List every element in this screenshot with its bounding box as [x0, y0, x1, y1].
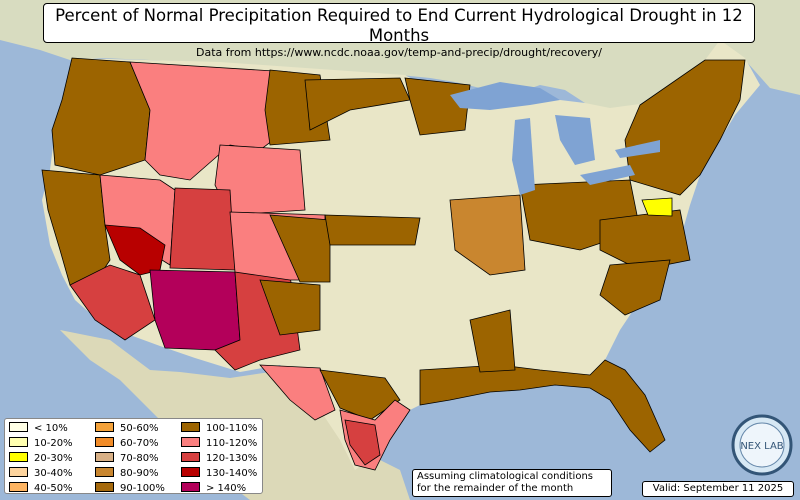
legend-item: 10-20% [9, 437, 73, 450]
legend-item: < 10% [9, 422, 68, 435]
legend-label: 30-40% [34, 468, 73, 479]
legend-label: 80-90% [120, 468, 159, 479]
legend-swatch [9, 482, 28, 492]
region-oklahoma [259, 279, 321, 336]
valid-date: Valid: September 11 2025 [642, 481, 794, 497]
legend-label: 10-20% [34, 438, 73, 449]
note-line-1: Assuming climatological conditions [417, 471, 593, 482]
legend-label: 130-140% [206, 468, 258, 479]
legend-swatch [9, 437, 28, 447]
legend-label: 90-100% [120, 483, 165, 494]
note-line-2: for the remainder of the month [417, 483, 574, 494]
legend-swatch [9, 422, 28, 432]
svg-text:NEX LAB: NEX LAB [740, 441, 783, 452]
region-upper-midwest [404, 77, 471, 136]
legend-item: 40-50% [9, 482, 73, 495]
lake-michigan [512, 118, 535, 195]
legend-label: 20-30% [34, 453, 73, 464]
legend-label: 70-80% [120, 453, 159, 464]
legend-item: 70-80% [95, 452, 159, 465]
legend-swatch [9, 467, 28, 477]
legend-label: 60-70% [120, 438, 159, 449]
region-dakotas [304, 77, 411, 131]
legend-item: 30-40% [9, 467, 73, 480]
region-mississippi [469, 309, 516, 373]
legend-swatch [181, 482, 200, 492]
nexlab-logo-icon: NEX LAB [731, 414, 793, 476]
legend-label: 100-110% [206, 423, 258, 434]
legend-label: > 140% [206, 483, 247, 494]
lake-superior [450, 82, 560, 110]
legend-item: 120-130% [181, 452, 257, 465]
region-carolinas [599, 259, 671, 316]
region-gulf-coast [419, 359, 666, 453]
legend-label: 120-130% [206, 453, 258, 464]
region-arizona [149, 269, 241, 351]
legend-swatch [95, 482, 114, 492]
legend-item: > 140% [181, 482, 246, 495]
legend-swatch [181, 452, 200, 462]
legend-item: 110-120% [181, 437, 257, 450]
legend-swatch [95, 422, 114, 432]
legend-item: 20-30% [9, 452, 73, 465]
region-utah [169, 187, 236, 271]
region-maryland [641, 197, 673, 217]
legend-item: 60-70% [95, 437, 159, 450]
legend-label: < 10% [34, 423, 68, 434]
lake-ontario [615, 140, 660, 158]
map-subtitle: Data from https://www.ncdc.noaa.gov/temp… [196, 46, 602, 59]
legend-swatch [181, 422, 200, 432]
legend-swatch [9, 452, 28, 462]
legend-swatch [181, 437, 200, 447]
lake-erie [580, 165, 635, 185]
region-west-texas [259, 364, 336, 421]
legend-item: 80-90% [95, 467, 159, 480]
legend: < 10% 10-20% 20-30% 30-40% 40-50% 50-60% 60-70… [4, 418, 263, 494]
legend-item: 130-140% [181, 467, 257, 480]
region-midwest [449, 194, 526, 276]
assumption-note: Assuming climatological conditions for t… [412, 469, 612, 497]
legend-swatch [181, 467, 200, 477]
region-wyoming [214, 144, 306, 216]
legend-label: 50-60% [120, 423, 159, 434]
title-box: Percent of Normal Precipitation Required… [43, 3, 755, 59]
legend-label: 40-50% [34, 483, 73, 494]
mexico-land [60, 330, 410, 500]
legend-item: 90-100% [95, 482, 165, 495]
legend-label: 110-120% [206, 438, 258, 449]
region-texas-red [344, 419, 381, 466]
legend-swatch [95, 437, 114, 447]
lake-huron [555, 115, 595, 165]
legend-item: 100-110% [181, 422, 257, 435]
region-nebraska [324, 214, 421, 246]
map-title: Percent of Normal Precipitation Required… [55, 6, 743, 45]
legend-item: 50-60% [95, 422, 159, 435]
region-colorado-east [269, 214, 331, 283]
region-northeast [624, 59, 746, 196]
legend-swatch [95, 467, 114, 477]
legend-swatch [95, 452, 114, 462]
